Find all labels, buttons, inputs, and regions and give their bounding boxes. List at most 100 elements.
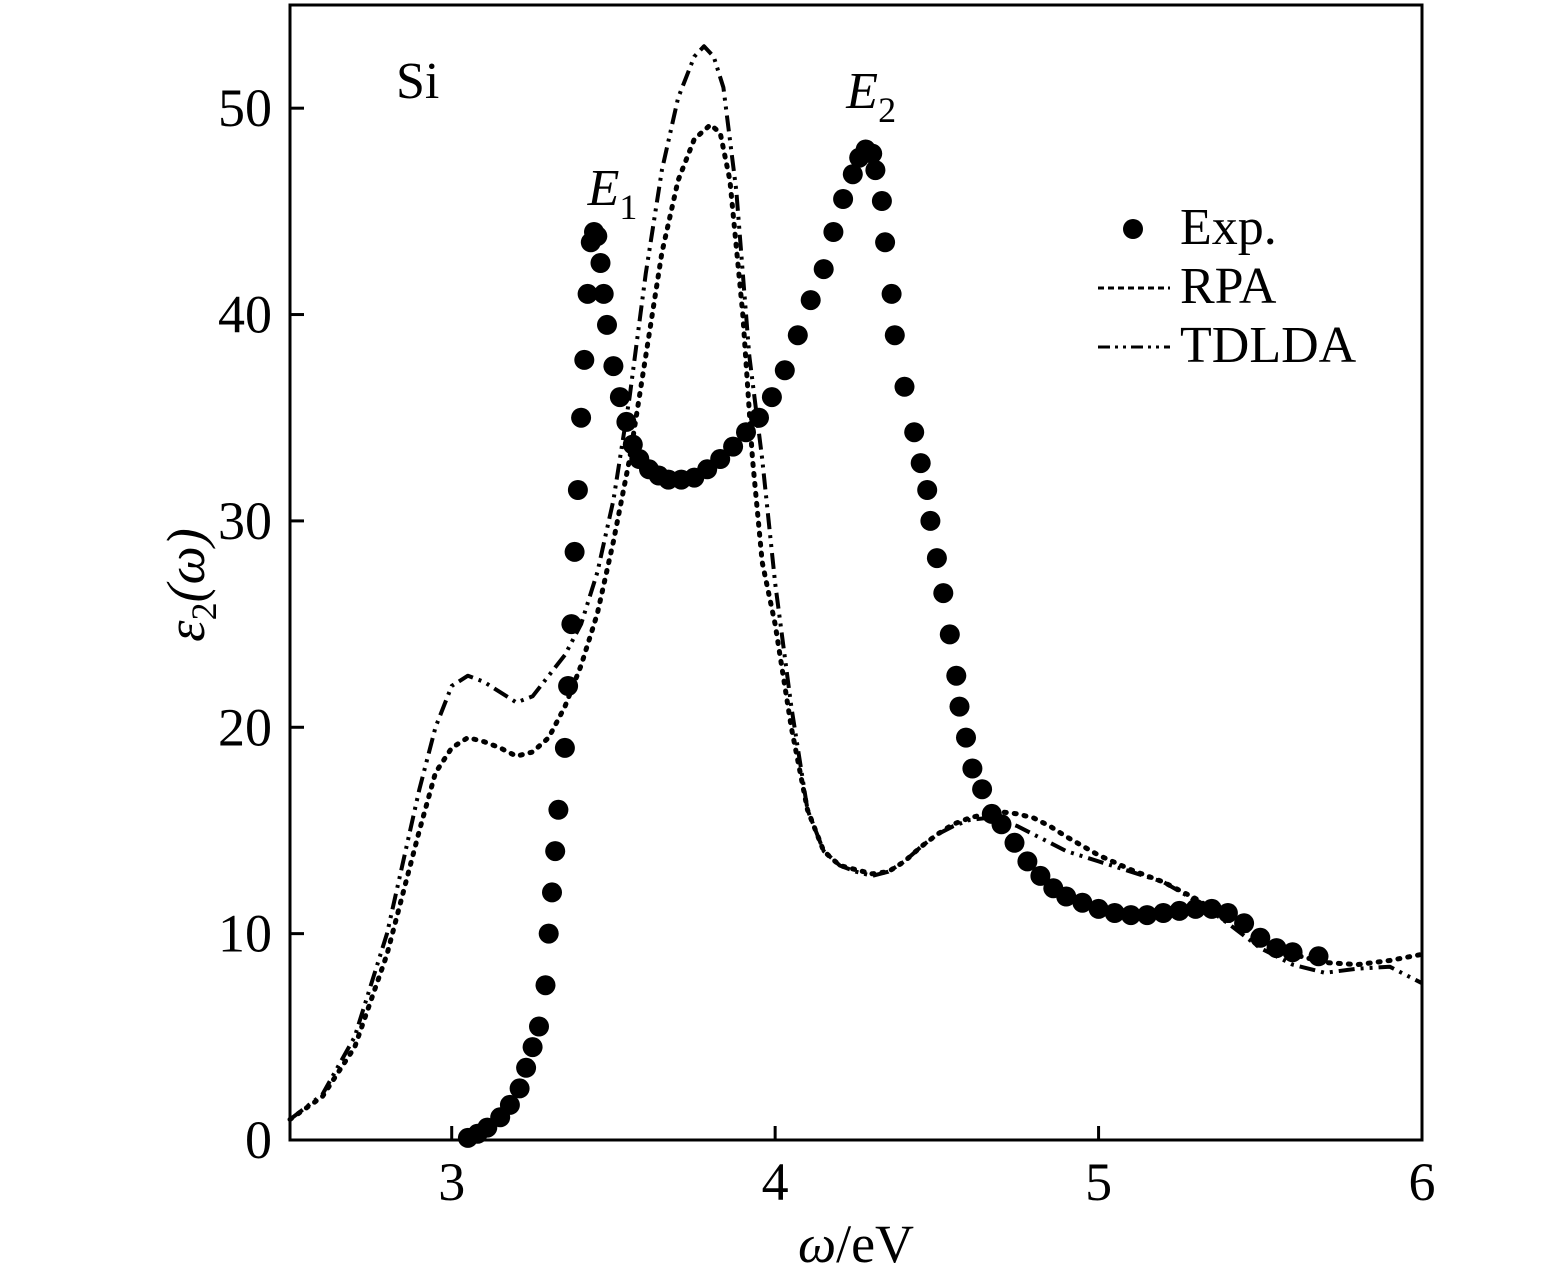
point-exp-7 [522,1037,543,1058]
point-exp-27 [597,314,617,335]
point-exp-53 [862,143,883,164]
point-exp-60 [904,422,925,443]
point-exp-21 [577,283,598,304]
point-exp-93 [1308,946,1329,967]
point-exp-6 [516,1057,537,1078]
peak-label-main-0: E [587,160,620,217]
x-tick-label-2: 5 [1085,1152,1112,1212]
line-rpa [287,122,1425,1122]
point-exp-79 [1072,892,1093,913]
point-exp-74 [1004,832,1025,853]
point-exp-83 [1137,905,1158,926]
point-exp-29 [609,387,630,408]
ticks-layer: 3 4 5 6 0 10 20 30 40 50 [218,78,1436,1212]
point-exp-59 [894,376,915,397]
legend-label-tdlda: TDLDA [1180,317,1357,374]
point-exp-13 [548,799,569,820]
legend-label-rpa: RPA [1180,258,1277,315]
peak-label-sub-0: 1 [619,187,637,227]
x-axis-title: ω/eV [798,1214,914,1274]
point-exp-75 [1017,851,1038,872]
point-exp-67 [946,665,967,686]
y-axis-title-arg: (ω) [156,528,216,602]
point-exp-64 [926,548,947,569]
point-exp-71 [972,779,993,800]
point-exp-66 [939,624,960,645]
y-tick-label-4: 40 [218,285,272,345]
point-exp-89 [1234,913,1255,934]
point-exp-14 [554,737,575,758]
y-tick-label-2: 20 [218,697,272,757]
x-axis-title-unit: /eV [836,1214,914,1274]
point-exp-30 [616,411,637,432]
series-exp [457,139,1329,1148]
point-exp-46 [800,290,821,311]
panel-label: Si [396,53,439,110]
point-exp-84 [1153,903,1174,923]
point-exp-57 [881,283,902,304]
point-exp-68 [949,696,970,717]
y-tick-label-0: 0 [245,1110,272,1170]
point-exp-76 [1030,865,1051,886]
point-exp-56 [875,232,896,253]
point-exp-11 [542,882,562,903]
point-exp-49 [833,189,854,209]
point-exp-12 [545,841,566,862]
point-exp-19 [571,407,592,428]
point-exp-55 [871,191,892,211]
point-exp-43 [761,387,782,408]
point-exp-24 [587,226,608,247]
peak-label-sub-1: 2 [878,90,896,130]
point-exp-85 [1169,900,1190,921]
point-exp-70 [962,758,983,779]
point-exp-10 [538,923,559,944]
point-exp-62 [917,480,938,500]
point-exp-50 [842,164,863,185]
point-exp-81 [1104,903,1125,923]
point-exp-39 [710,449,731,469]
point-exp-63 [920,510,941,531]
plot-frame [288,3,1424,1142]
point-exp-45 [787,325,808,346]
y-axis-title-sub: 2 [184,602,224,620]
x-tick-label-1: 4 [762,1152,789,1212]
x-tick-label-3: 6 [1409,1152,1436,1212]
point-exp-82 [1120,905,1141,926]
peak-label-e1: E1 [587,160,638,227]
legend-marker-exp [1123,219,1143,239]
point-exp-4 [499,1094,520,1115]
point-exp-88 [1217,903,1238,923]
line-tdlda [288,44,1423,1121]
y-axis-title-main: ε [156,620,216,642]
legend: Exp. RPA TDLDA [1098,199,1357,374]
point-exp-28 [603,356,624,377]
point-exp-40 [723,436,744,457]
point-exp-26 [593,283,614,304]
legend-label-exp: Exp. [1180,199,1277,256]
y-tick-label-5: 50 [218,78,272,138]
point-exp-44 [774,360,795,381]
point-exp-8 [529,1016,549,1037]
point-exp-80 [1088,898,1109,919]
point-exp-61 [910,453,931,474]
point-exp-48 [823,222,844,242]
point-exp-5 [509,1078,530,1099]
point-exp-69 [956,727,976,748]
peak-label-e2: E2 [845,63,896,130]
point-exp-9 [535,975,556,996]
point-exp-73 [991,814,1012,835]
series-layer [287,44,1425,1148]
point-exp-25 [590,253,611,273]
point-exp-54 [865,160,886,181]
x-tick-label-0: 3 [438,1152,465,1212]
point-exp-47 [813,259,834,280]
point-exp-15 [558,676,579,696]
point-exp-65 [933,583,954,604]
point-exp-78 [1056,886,1077,907]
point-exp-18 [567,480,588,500]
y-axis-title: ε2(ω) [156,528,224,641]
point-exp-17 [564,541,585,562]
y-tick-label-1: 10 [218,904,272,964]
